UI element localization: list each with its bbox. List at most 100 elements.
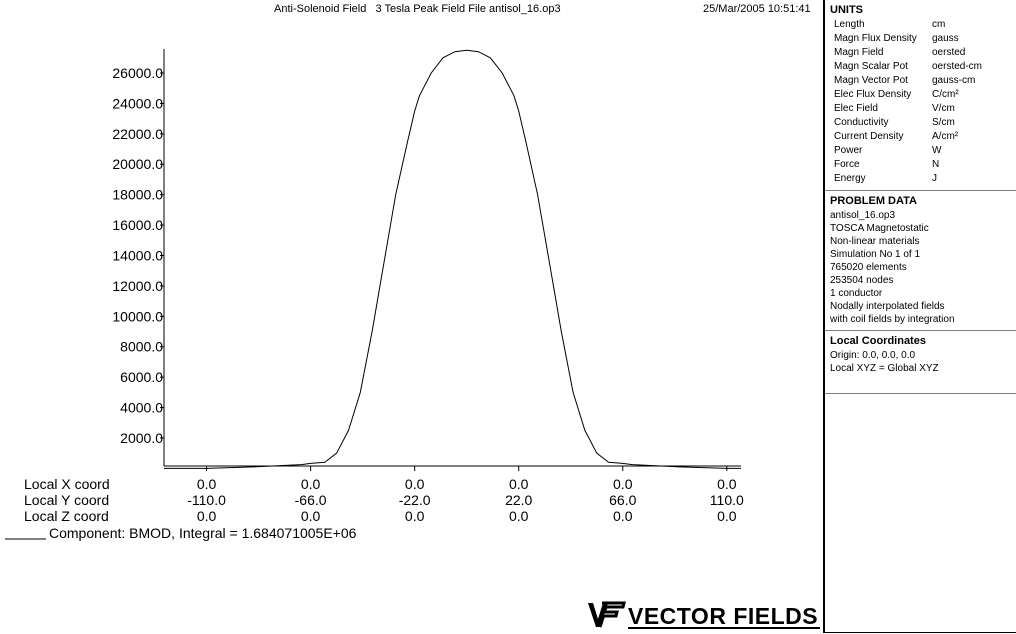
- unit-row: Elec Flux Density C/cm²: [830, 88, 1016, 102]
- coord-row-label: Local Y coord: [24, 492, 109, 508]
- y-tick-label: 2000.0: [120, 430, 163, 446]
- unit-value: gauss-cm: [932, 75, 976, 86]
- unit-name: Power: [834, 145, 863, 156]
- problem-data-line: 1 conductor: [830, 288, 883, 299]
- y-tick-label: 18000.0: [112, 187, 163, 203]
- unit-row: Conductivity S/cm: [830, 116, 1016, 130]
- coord-row-value: 0.0: [405, 476, 425, 492]
- problem-data-heading: PROBLEM DATA: [830, 195, 917, 207]
- unit-row: Magn Vector Pot gauss-cm: [830, 74, 1016, 88]
- unit-value: N: [932, 159, 940, 170]
- coord-row-value: 66.0: [609, 492, 636, 508]
- problem-data-section: PROBLEM DATA antisol_16.op3 TOSCA Magneto…: [825, 191, 1016, 331]
- unit-name: Magn Scalar Pot: [834, 61, 908, 72]
- unit-value: V/cm: [932, 103, 955, 114]
- problem-data-line: with coil fields by integration: [830, 314, 955, 325]
- unit-value: oersted-cm: [932, 61, 983, 72]
- plot-datetime: 25/Mar/2005 10:51:41: [703, 3, 811, 15]
- problem-data-line: 253504 nodes: [830, 275, 894, 286]
- unit-name: Elec Flux Density: [834, 89, 912, 100]
- unit-name: Elec Field: [834, 103, 878, 114]
- problem-data-line: Non-linear materials: [830, 236, 920, 247]
- unit-value: C/cm²: [932, 89, 959, 100]
- unit-row: Energy J: [830, 172, 1016, 186]
- y-tick-label: 6000.0: [120, 369, 163, 385]
- field-plot: 26000.0 24000.0 22000.0 20000.0 18000.0 16000…: [5, 49, 744, 541]
- unit-row: Elec Field V/cm: [830, 102, 1016, 116]
- coord-row-value: 110.0: [710, 492, 744, 508]
- coord-row-value: 0.0: [509, 476, 529, 492]
- units-section: UNITS Length cm Magn Flux Density gauss Magn…: [825, 0, 1016, 191]
- y-tick-label: 24000.0: [112, 95, 163, 111]
- coord-row-value: 22.0: [505, 492, 532, 508]
- y-axis-ticks: 26000.0 24000.0 22000.0 20000.0 18000.0 16000…: [112, 65, 164, 446]
- problem-data-line: 765020 elements: [830, 262, 907, 273]
- coord-row-value: 0.0: [405, 508, 425, 524]
- logo-underline: [628, 627, 820, 629]
- unit-name: Magn Flux Density: [834, 33, 917, 44]
- coord-row-value: 0.0: [197, 476, 217, 492]
- unit-name: Magn Vector Pot: [834, 75, 908, 86]
- units-list: Length cm Magn Flux Density gauss Magn Field…: [830, 18, 1016, 186]
- component-label: Component: BMOD, Integral = 1.684071005E…: [49, 525, 357, 541]
- y-tick-label: 4000.0: [120, 400, 163, 416]
- coord-row-value: 0.0: [197, 508, 217, 524]
- local-coordinates-section: Local Coordinates Origin: 0.0, 0.0, 0.0 L…: [825, 331, 1016, 394]
- coord-row-label: Local X coord: [24, 476, 110, 492]
- coord-row-value: -110.0: [187, 492, 226, 508]
- x-axis-ticks: [206, 466, 728, 471]
- local-coordinates-list: Origin: 0.0, 0.0, 0.0 Local XYZ = Global …: [830, 349, 1016, 375]
- y-tick-label: 8000.0: [120, 339, 163, 355]
- coordinate-table: Local X coord 0.0 0.0 0.0 0.0 0.0 0.0 Local Y c…: [24, 476, 744, 524]
- problem-data-line: Nodally interpolated fields: [830, 301, 945, 312]
- unit-row: Magn Scalar Pot oersted-cm: [830, 60, 1016, 74]
- unit-value: S/cm: [932, 117, 955, 128]
- logo-wordmark: VECTOR FIELDS: [628, 603, 819, 629]
- coord-row-value: 0.0: [717, 508, 737, 524]
- series-line-bmod: [164, 49, 741, 469]
- unit-value: oersted: [932, 47, 966, 58]
- unit-value: gauss: [932, 33, 959, 44]
- coord-row-label: Local Z coord: [24, 508, 109, 524]
- y-tick-label: 22000.0: [112, 126, 163, 142]
- unit-row: Length cm: [830, 18, 1016, 32]
- coord-row-value: 0.0: [613, 476, 633, 492]
- coord-row-value: -66.0: [295, 492, 327, 508]
- plot-title: Anti-Solenoid Field 3 Tesla Peak Field F…: [274, 3, 561, 15]
- coord-row-value: -22.0: [399, 492, 431, 508]
- y-tick-label: 12000.0: [112, 278, 163, 294]
- unit-row: Current Density A/cm²: [830, 130, 1016, 144]
- coord-row-value: 0.0: [509, 508, 529, 524]
- plot-axes: [163, 49, 741, 467]
- unit-value: J: [932, 173, 937, 184]
- unit-name: Conductivity: [834, 117, 889, 128]
- local-coordinates-line: Origin: 0.0, 0.0, 0.0: [830, 350, 916, 361]
- coord-row-value: 0.0: [301, 476, 321, 492]
- unit-name: Magn Field: [834, 47, 884, 58]
- unit-name: Current Density: [834, 131, 904, 142]
- vf-logo-mark-icon: [588, 601, 626, 628]
- coord-row-value: 0.0: [301, 508, 321, 524]
- unit-row: Magn Field oersted: [830, 46, 1016, 60]
- unit-row: Magn Flux Density gauss: [830, 32, 1016, 46]
- unit-value: W: [932, 145, 942, 156]
- problem-data-line: Simulation No 1 of 1: [830, 249, 921, 260]
- units-heading: UNITS: [830, 4, 863, 16]
- problem-data-line: TOSCA Magnetostatic: [830, 223, 929, 234]
- y-tick-label: 10000.0: [112, 308, 163, 324]
- unit-row: Force N: [830, 158, 1016, 172]
- unit-value: A/cm²: [932, 131, 959, 142]
- unit-name: Force: [834, 159, 860, 170]
- unit-name: Length: [834, 19, 865, 30]
- vector-fields-logo: VECTOR FIELDS: [586, 600, 822, 630]
- unit-row: Power W: [830, 144, 1016, 158]
- unit-value: cm: [932, 19, 946, 30]
- local-coordinates-line: Local XYZ = Global XYZ: [830, 363, 939, 374]
- info-panel: UNITS Length cm Magn Flux Density gauss Magn…: [823, 0, 1016, 633]
- local-coordinates-heading: Local Coordinates: [830, 335, 926, 347]
- problem-data-list: antisol_16.op3 TOSCA Magnetostatic Non-lin…: [830, 209, 1016, 326]
- y-tick-label: 26000.0: [112, 65, 163, 81]
- problem-data-line: antisol_16.op3: [830, 210, 896, 221]
- y-tick-label: 14000.0: [112, 247, 163, 263]
- coord-row-value: 0.0: [717, 476, 737, 492]
